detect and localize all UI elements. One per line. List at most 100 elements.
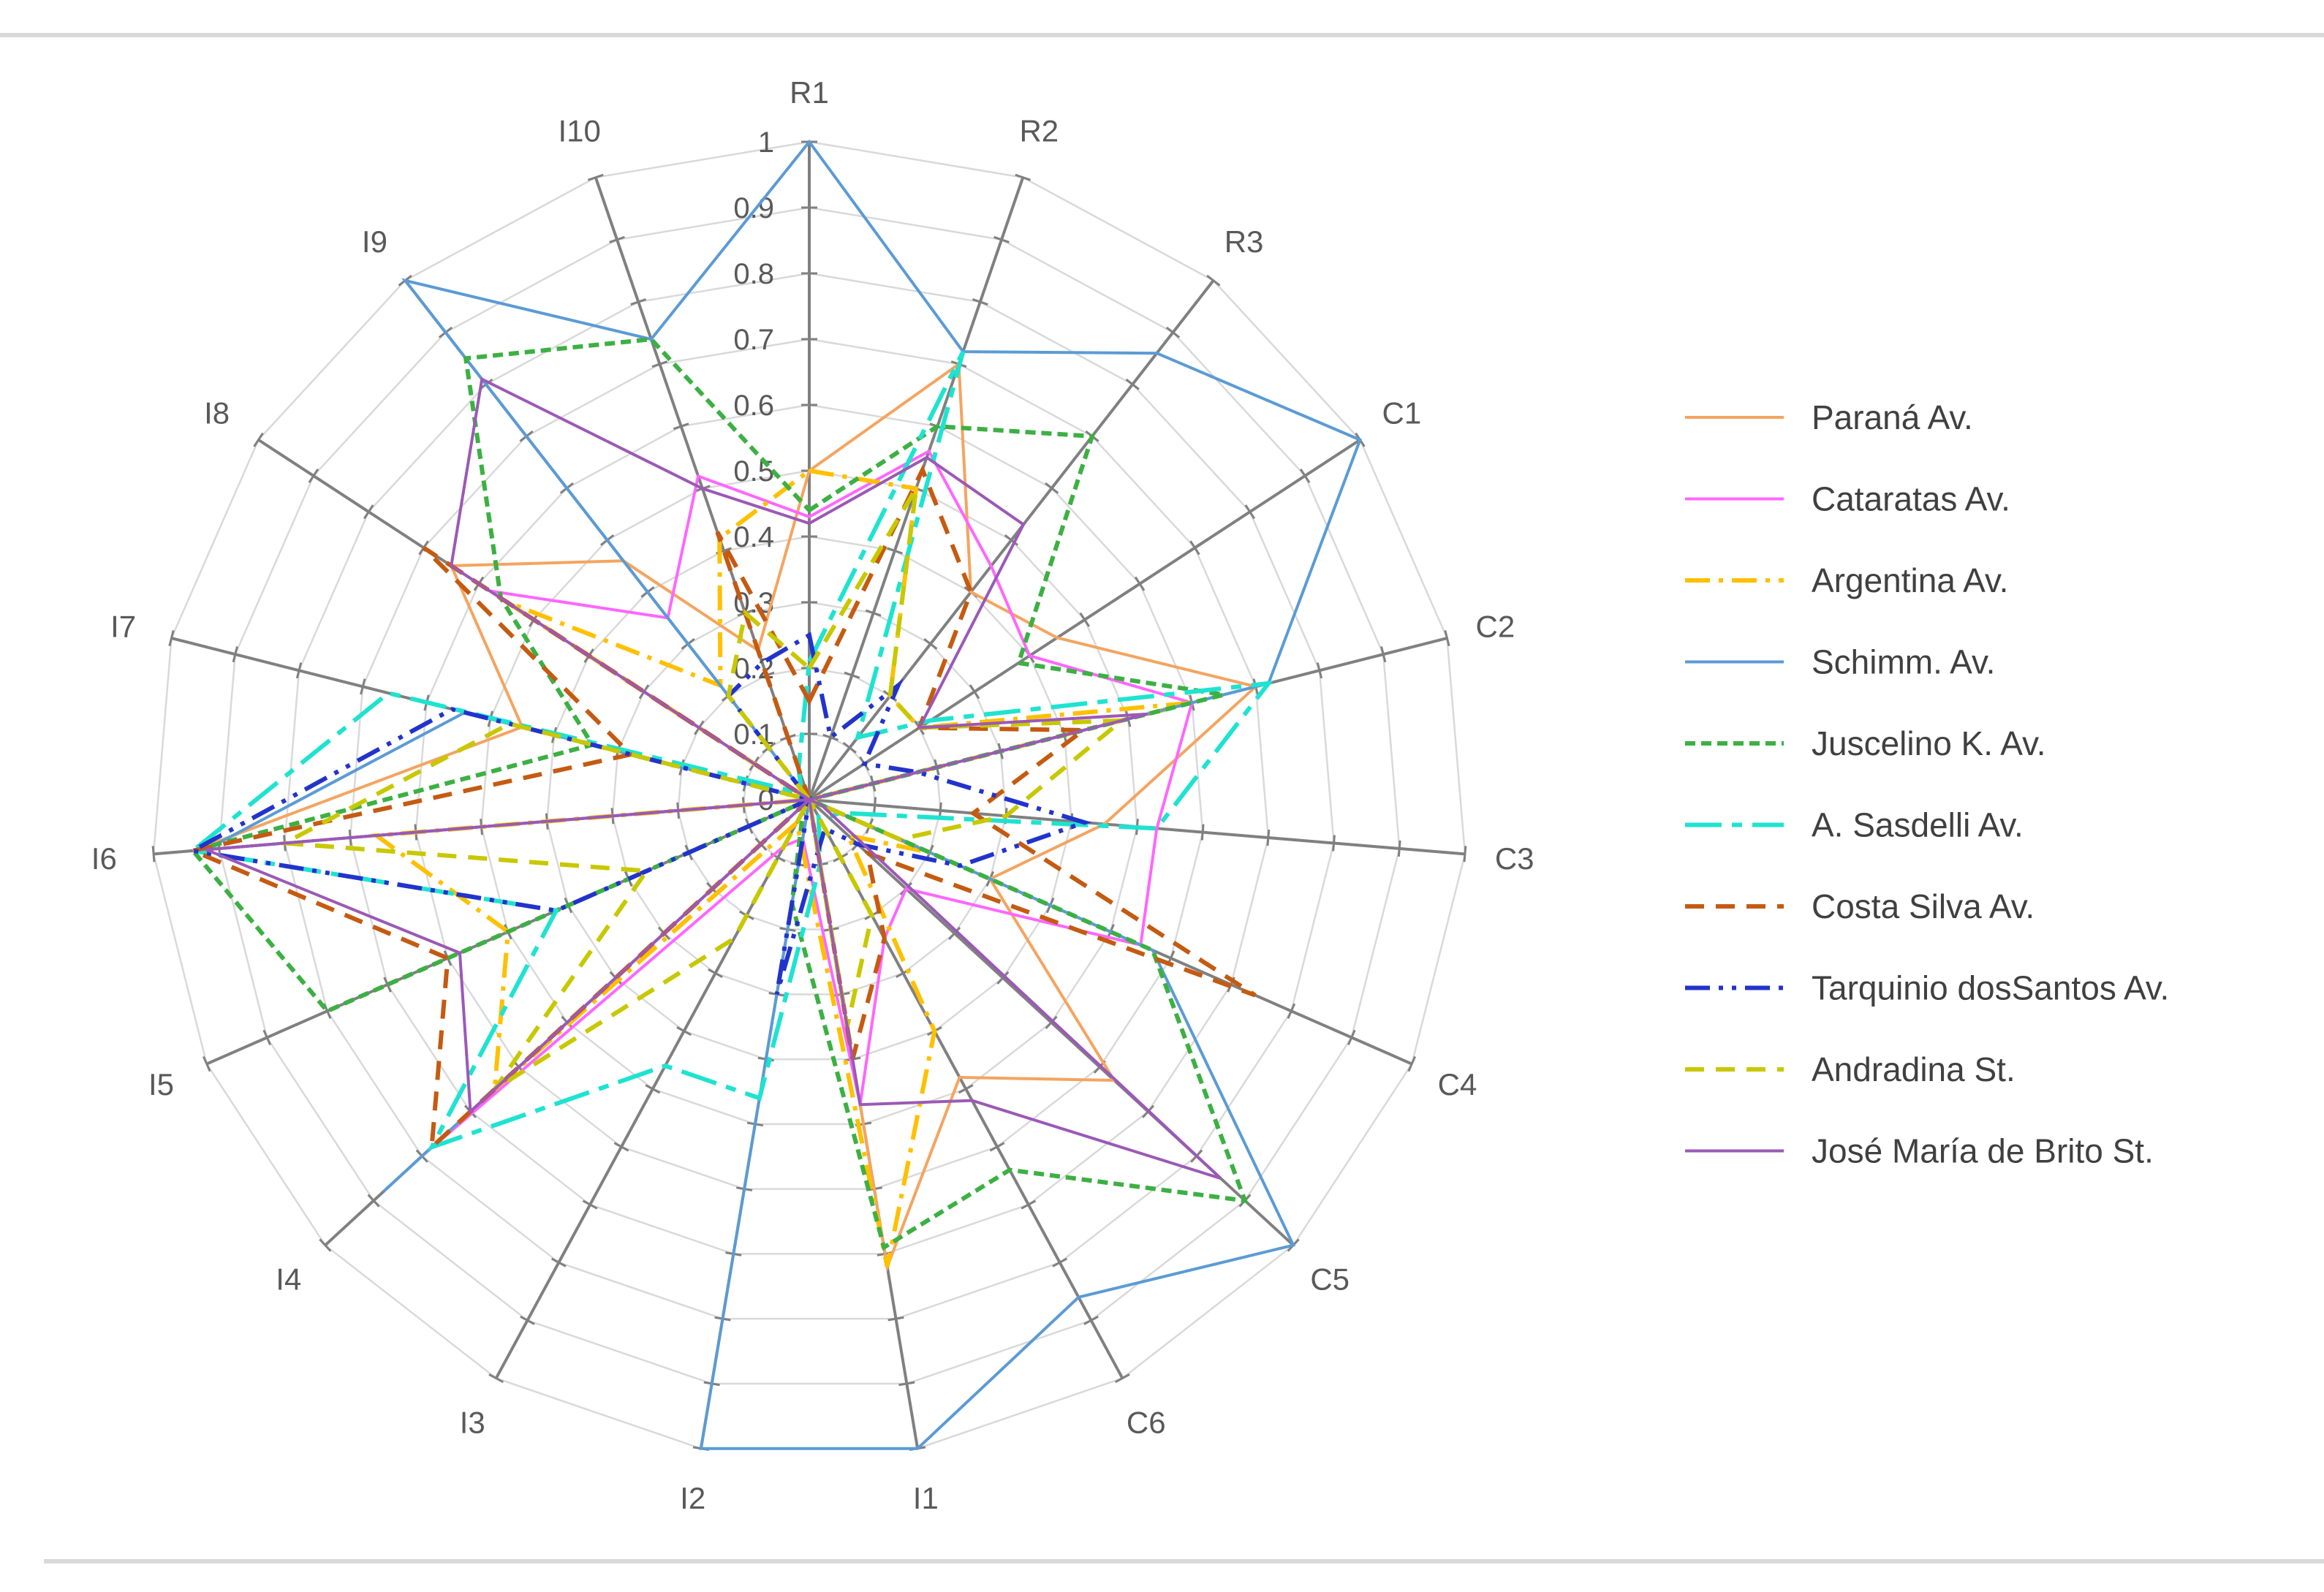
axis-tick-mark	[1463, 846, 1467, 863]
axis-tick-mark	[1045, 482, 1059, 494]
axis-tick-mark	[1045, 1015, 1058, 1029]
radial-tick-label: 0.5	[733, 455, 774, 488]
radial-tick-label: 1	[758, 126, 774, 159]
gridline-ring	[218, 206, 1401, 1385]
axis-tick-mark	[360, 678, 366, 695]
axis-tick-mark	[673, 422, 689, 431]
axis-tick-mark	[1165, 326, 1181, 338]
gridline-ring	[611, 601, 1007, 996]
gridline-ring	[349, 338, 1270, 1255]
axis-label-i3: I3	[460, 1405, 485, 1439]
axis-tick-mark	[1125, 378, 1140, 390]
axis-label-i4: I4	[276, 1262, 301, 1297]
axis-tick-mark	[842, 742, 857, 754]
axis-label-c6: C6	[1127, 1405, 1166, 1439]
axis-tick-mark	[1244, 504, 1256, 520]
axis-tick-mark	[232, 646, 238, 663]
series-line-6	[187, 350, 1273, 1151]
axis-tick-mark	[969, 684, 980, 700]
axis-tick-mark	[1444, 630, 1450, 647]
axis-tick-mark	[1189, 540, 1200, 556]
axis-label-c1: C1	[1382, 396, 1422, 431]
axis-tick-mark	[168, 630, 175, 647]
axis-tick-mark	[1052, 1257, 1068, 1267]
axis-tick-mark	[651, 360, 668, 368]
axis-tick-mark	[613, 1142, 629, 1152]
axis-label-i9: I9	[362, 224, 387, 259]
axis-tick-mark	[308, 468, 319, 484]
gridline-ring	[284, 272, 1335, 1320]
legend-label: Costa Silva Av.	[1812, 887, 2035, 925]
gridline-ring	[677, 667, 942, 930]
legend-label: Cataratas Av.	[1812, 480, 2010, 518]
axis-tick-mark	[1083, 1315, 1099, 1325]
axis-tick-mark	[203, 1055, 211, 1072]
axis-label-i2: I2	[680, 1481, 705, 1515]
axis-tick-mark	[363, 504, 374, 520]
axis-tick-mark	[873, 797, 877, 814]
axis-tick-mark	[151, 846, 156, 863]
axis-tick-mark	[887, 547, 903, 555]
radar-grid	[152, 140, 1466, 1449]
radial-tick-label: 0.9	[733, 192, 774, 224]
axis-tick-mark	[1134, 576, 1146, 591]
axis-tick-mark	[295, 662, 303, 679]
axis-tick-mark	[822, 733, 839, 741]
axis-labels: R1 R2 R3 C1 C2 C3 C4 C5 C6 I1 I2 I3 I4 I5 I6 I7 I8 I9 I10	[91, 75, 1534, 1515]
axis-tick-mark	[1347, 1029, 1356, 1046]
axis-tick-mark	[1079, 612, 1090, 627]
radar-series	[186, 139, 1362, 1450]
series-line-10	[205, 376, 1222, 1180]
axis-tick-mark	[253, 432, 264, 447]
axis-tick-mark	[996, 971, 1010, 985]
legend-label: Schimm. Av.	[1812, 643, 1995, 681]
axis-label-r1: R1	[790, 75, 829, 110]
gridline-ring	[415, 403, 1204, 1190]
axis-tick-mark	[1316, 662, 1323, 679]
axis-tick-mark	[1397, 840, 1401, 857]
axis-tick-mark	[319, 1238, 332, 1252]
axis-label-i6: I6	[91, 841, 117, 876]
axis-tick-mark	[1015, 173, 1032, 181]
axis-tick-mark	[582, 1199, 598, 1210]
axis-tick-mark	[587, 173, 604, 181]
axis-tick-mark	[1332, 835, 1336, 852]
axis-tick-mark	[520, 1315, 535, 1325]
radial-tick-label: 0	[758, 784, 774, 816]
legend-label: Tarquinio dosSantos Av.	[1812, 969, 2169, 1007]
axis-tick-mark	[367, 1194, 380, 1208]
axis-tick-mark	[923, 637, 938, 650]
axis-label-i5: I5	[148, 1067, 174, 1102]
series-line-2	[192, 449, 1194, 1158]
axis-tick-mark	[550, 1257, 567, 1267]
axis-tick-mark	[1114, 1373, 1130, 1384]
axis-label-c5: C5	[1310, 1262, 1350, 1297]
axis-tick-mark	[1206, 274, 1221, 287]
axis-tick-mark	[989, 1142, 1005, 1152]
axis-tick-mark	[488, 1373, 504, 1384]
legend-label: Juscelino K. Av.	[1812, 724, 2045, 762]
gridline-ring	[545, 535, 1073, 1061]
axis-tick-mark	[645, 1084, 661, 1094]
legend-label: José María de Brito St.	[1812, 1132, 2154, 1170]
axis-tick-mark	[958, 1084, 974, 1094]
axis-tick-mark	[1287, 1003, 1296, 1019]
axis-tick-mark	[1004, 534, 1018, 546]
axis-tick-mark	[1299, 468, 1311, 484]
legend: Paraná Av. Cataratas Av. Argentina Av. Schi…	[1685, 398, 2169, 1170]
axis-label-c3: C3	[1495, 841, 1534, 876]
axis-label-i1: I1	[913, 1481, 939, 1515]
axis-tick-mark	[262, 1029, 272, 1046]
axis-tick-mark	[1200, 824, 1205, 841]
axis-label-i7: I7	[110, 609, 136, 643]
legend-label: Andradina St.	[1812, 1050, 2015, 1088]
radial-tick-label: 0.4	[733, 521, 774, 553]
axis-tick-mark	[708, 968, 723, 979]
axis-tick-mark	[887, 1316, 904, 1322]
legend-label: Argentina Av.	[1812, 561, 2008, 599]
axis-label-c2: C2	[1476, 609, 1515, 643]
axis-tick-mark	[993, 235, 1010, 243]
axis-tick-mark	[676, 1026, 692, 1036]
